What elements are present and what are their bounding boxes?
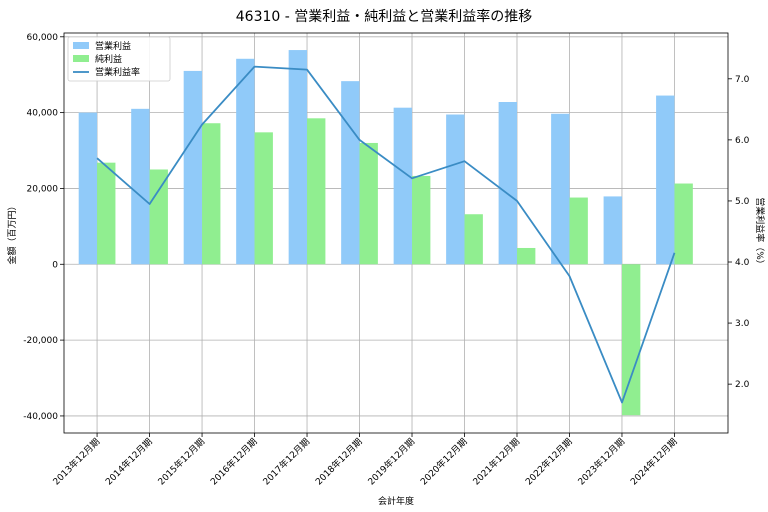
bar-operating-profit bbox=[236, 58, 255, 265]
bar-net-profit bbox=[149, 169, 168, 265]
x-axis-ticks: 2013年12月期 2014年12月期 2015年12月期 2016年12月期 2017… bbox=[50, 433, 680, 488]
y2-tick-label: 2.0 bbox=[735, 380, 750, 390]
x-tick-label: 2021年12月期 bbox=[470, 436, 522, 488]
y-axis-label: 金額（百万円） bbox=[6, 201, 18, 264]
legend-swatch-operating-profit bbox=[73, 42, 89, 49]
bar-net-profit bbox=[202, 123, 221, 265]
y-tick-label: 0 bbox=[52, 260, 58, 270]
bar-net-profit bbox=[674, 183, 693, 265]
chart-title: 46310 - 営業利益・純利益と営業利益率の推移 bbox=[236, 8, 533, 25]
x-tick-label: 2015年12月期 bbox=[155, 436, 207, 488]
legend-label-net-profit: 純利益 bbox=[95, 53, 122, 65]
bar-operating-profit bbox=[551, 113, 570, 265]
legend-label-operating-margin: 営業利益率 bbox=[95, 66, 140, 78]
x-tick-label: 2022年12月期 bbox=[523, 436, 575, 488]
y2-tick-label: 6.0 bbox=[735, 136, 750, 146]
line-operating-margin bbox=[96, 65, 676, 404]
bar-operating-profit bbox=[656, 95, 675, 265]
legend: 営業利益 純利益 営業利益率 bbox=[67, 36, 171, 82]
bar-net-profit bbox=[516, 247, 536, 265]
legend-box bbox=[67, 36, 171, 82]
bar-net-profit bbox=[412, 175, 431, 265]
x-tick-label: 2014年12月期 bbox=[103, 436, 155, 488]
x-tick-label: 2023年12月期 bbox=[575, 436, 627, 488]
bar-operating-profit bbox=[183, 70, 203, 265]
bar-operating-profit bbox=[131, 108, 150, 265]
bar-operating-profit bbox=[341, 81, 360, 265]
y2-axis-label: 営業利益率（%） bbox=[754, 197, 766, 269]
x-axis-label: 会計年度 bbox=[378, 495, 414, 507]
x-tick-label: 2020年12月期 bbox=[418, 436, 470, 488]
bar-net-profit bbox=[464, 214, 483, 265]
y-axis-ticks: -40,000 -20,000 0 20,000 40,000 60,000 bbox=[23, 33, 64, 422]
bar-operating-profit bbox=[78, 112, 98, 265]
operating-margin-line bbox=[96, 65, 676, 404]
bar-operating-profit bbox=[393, 107, 413, 265]
bars bbox=[78, 50, 693, 416]
bar-net-profit bbox=[254, 132, 273, 265]
y-tick-label: -40,000 bbox=[23, 412, 58, 422]
y2-tick-label: 3.0 bbox=[735, 319, 750, 329]
bar-operating-profit bbox=[498, 102, 517, 265]
x-tick-label: 2013年12月期 bbox=[50, 436, 102, 488]
y2-axis-ticks: 2.0 3.0 4.0 5.0 6.0 7.0 bbox=[728, 75, 750, 390]
y2-tick-label: 5.0 bbox=[735, 197, 750, 207]
bar-operating-profit bbox=[446, 114, 465, 265]
y2-tick-label: 4.0 bbox=[735, 258, 750, 268]
y-tick-label: -20,000 bbox=[23, 336, 58, 346]
x-tick-label: 2024年12月期 bbox=[628, 436, 680, 488]
x-tick-label: 2016年12月期 bbox=[208, 436, 260, 488]
bar-operating-profit bbox=[288, 50, 308, 265]
bar-net-profit bbox=[359, 142, 378, 265]
bar-net-profit bbox=[307, 118, 326, 265]
x-tick-label: 2018年12月期 bbox=[313, 436, 365, 488]
y2-tick-label: 7.0 bbox=[735, 75, 750, 85]
legend-label-operating-profit: 営業利益 bbox=[95, 40, 131, 52]
y-tick-label: 60,000 bbox=[27, 33, 59, 43]
bar-net-profit bbox=[97, 162, 116, 265]
bar-net-profit bbox=[569, 197, 588, 265]
bar-net-profit bbox=[621, 264, 641, 416]
x-tick-label: 2019年12月期 bbox=[365, 436, 417, 488]
x-tick-label: 2017年12月期 bbox=[260, 436, 312, 488]
y-tick-label: 40,000 bbox=[27, 109, 59, 119]
legend-swatch-net-profit bbox=[73, 55, 89, 62]
plot-frame bbox=[63, 32, 729, 434]
bar-operating-profit bbox=[603, 196, 622, 265]
y-tick-label: 20,000 bbox=[27, 184, 59, 194]
